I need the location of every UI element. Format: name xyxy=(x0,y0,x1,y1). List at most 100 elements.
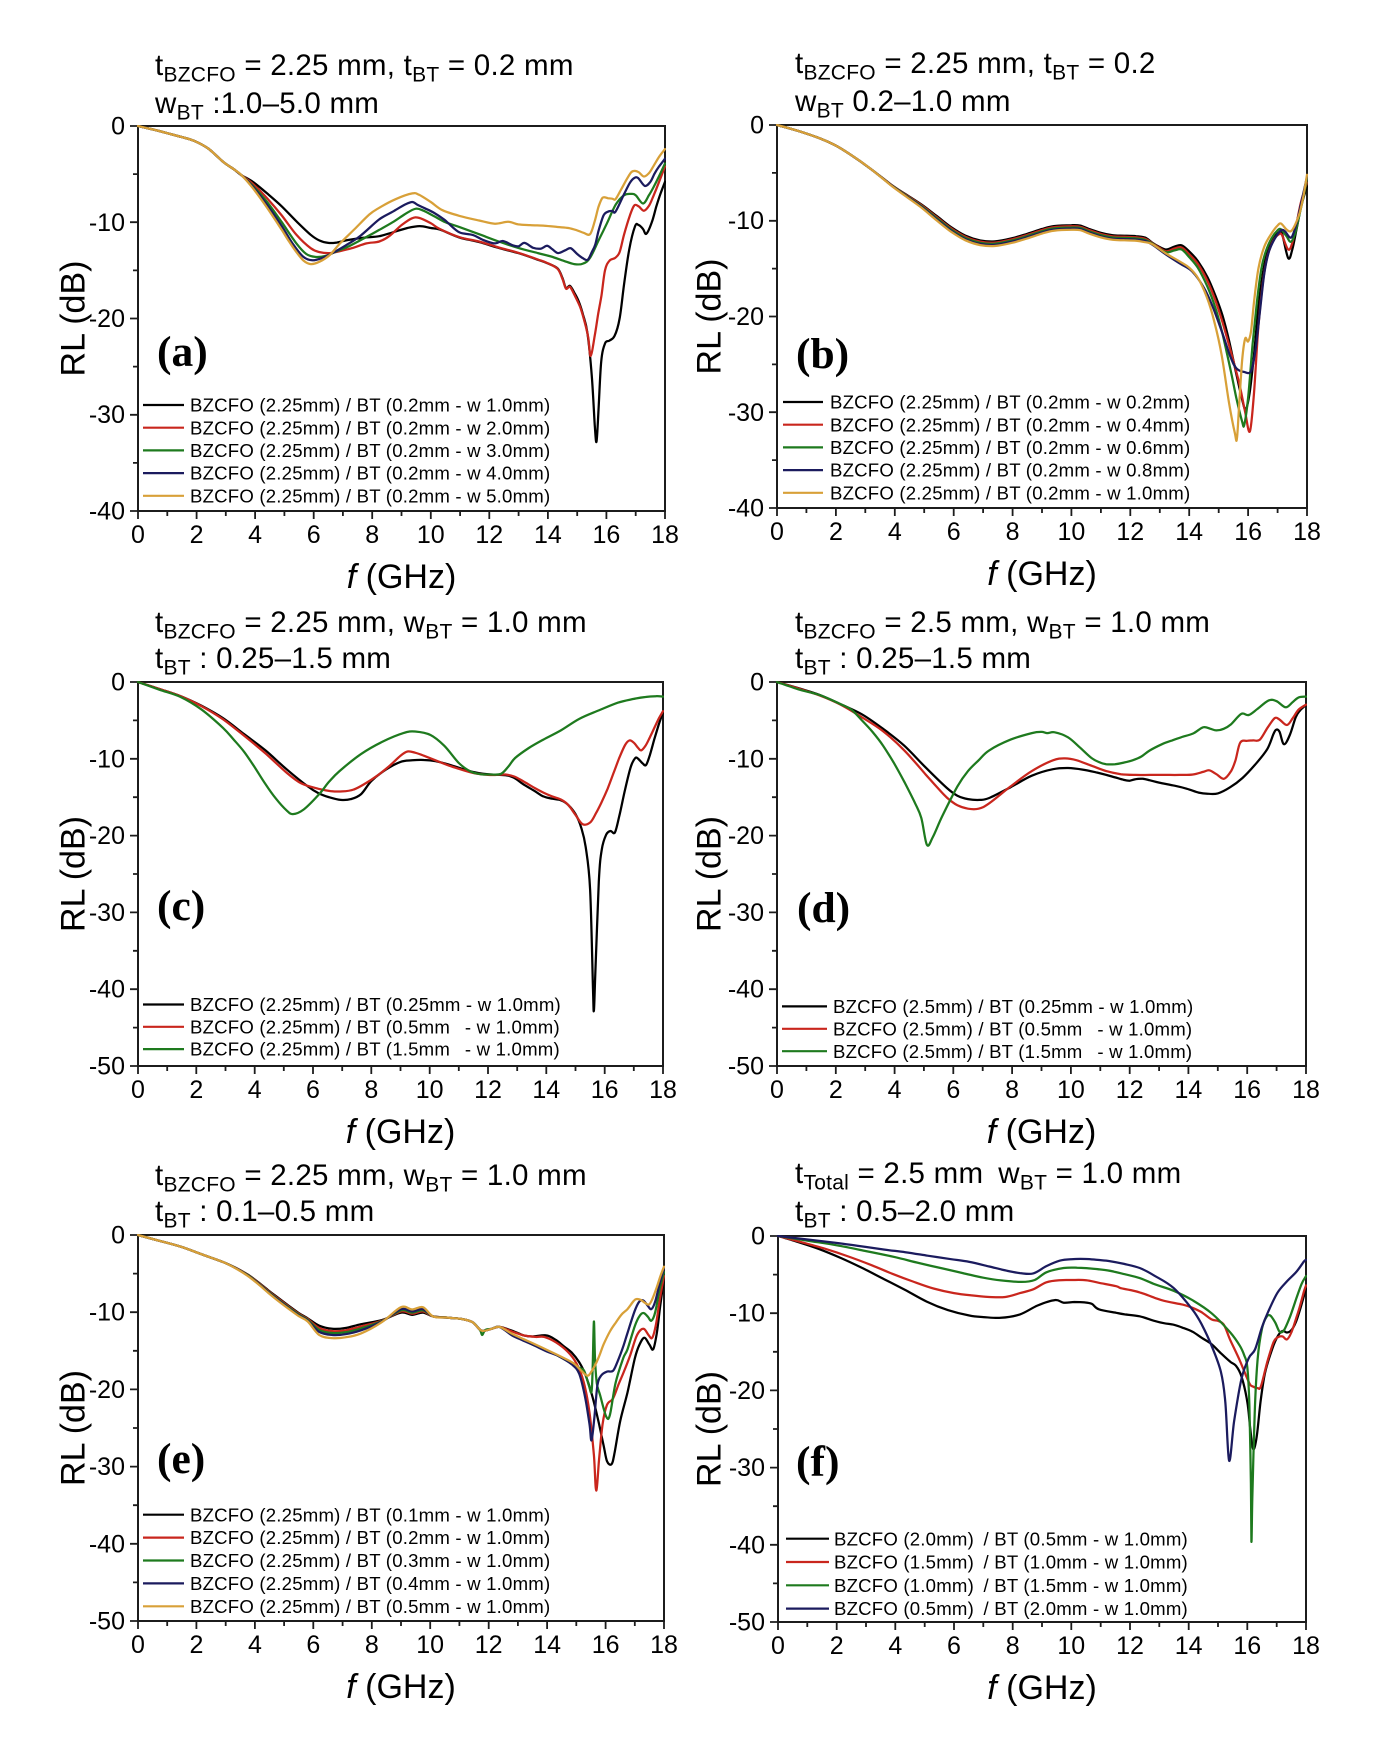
svg-text:-20: -20 xyxy=(728,822,764,850)
svg-text:-40: -40 xyxy=(729,1531,765,1559)
svg-text:-10: -10 xyxy=(728,207,764,235)
svg-text:BZCFO (2.25mm) / BT (0.2mm - w: BZCFO (2.25mm) / BT (0.2mm - w 1.0mm) xyxy=(190,395,550,416)
svg-text:0: 0 xyxy=(750,112,764,140)
svg-text:(b): (b) xyxy=(796,330,849,378)
svg-text:RL (dB): RL (dB) xyxy=(55,261,93,377)
svg-text:18: 18 xyxy=(649,1076,677,1104)
svg-text:BZCFO (2.25mm) / BT (0.2mm - w: BZCFO (2.25mm) / BT (0.2mm - w 3.0mm) xyxy=(190,440,550,461)
svg-text:14: 14 xyxy=(534,521,562,549)
svg-text:18: 18 xyxy=(1292,1076,1320,1104)
svg-text:2: 2 xyxy=(830,1632,844,1660)
svg-text:0: 0 xyxy=(131,1631,145,1659)
svg-text:4: 4 xyxy=(248,521,262,549)
svg-text:BZCFO (1.5mm) / BT (1.0mm - w: BZCFO (1.5mm) / BT (1.0mm - w 1.0mm) xyxy=(834,1552,1188,1573)
svg-text:-40: -40 xyxy=(728,976,764,1004)
svg-text:12: 12 xyxy=(475,521,503,549)
svg-text:14: 14 xyxy=(532,1076,560,1104)
svg-text:tBT : 0.5–2.0 mm: tBT : 0.5–2.0 mm xyxy=(795,1195,1014,1233)
svg-text:BZCFO (2.0mm) / BT (0.5mm - w: BZCFO (2.0mm) / BT (0.5mm - w 1.0mm) xyxy=(834,1528,1188,1549)
svg-text:f (GHz): f (GHz) xyxy=(987,555,1097,593)
svg-text:tBT : 0.25–1.5 mm: tBT : 0.25–1.5 mm xyxy=(795,642,1031,680)
svg-text:(f): (f) xyxy=(796,1438,839,1486)
svg-text:f (GHz): f (GHz) xyxy=(987,1669,1097,1707)
svg-text:-50: -50 xyxy=(89,1053,125,1081)
svg-text:2: 2 xyxy=(189,1076,203,1104)
svg-text:-10: -10 xyxy=(729,1300,765,1328)
svg-text:18: 18 xyxy=(1293,518,1321,546)
svg-text:0: 0 xyxy=(111,113,125,141)
svg-text:0: 0 xyxy=(770,1076,784,1104)
svg-text:tTotal = 2.5 mm wBT = 1.0 mm: tTotal = 2.5 mm wBT = 1.0 mm xyxy=(795,1157,1181,1195)
svg-text:-40: -40 xyxy=(89,976,125,1004)
svg-text:14: 14 xyxy=(1174,1076,1202,1104)
svg-text:BZCFO (2.25mm) / BT (0.2mm - w: BZCFO (2.25mm) / BT (0.2mm - w 0.2mm) xyxy=(830,392,1190,413)
svg-text:-40: -40 xyxy=(89,498,125,526)
svg-text:BZCFO (2.25mm) / BT (0.5mm -: BZCFO (2.25mm) / BT (0.5mm - w 1.0mm) xyxy=(190,1016,560,1037)
svg-text:18: 18 xyxy=(651,521,679,549)
svg-text:RL (dB): RL (dB) xyxy=(691,1371,729,1487)
svg-text:f (GHz): f (GHz) xyxy=(346,1668,456,1706)
svg-text:12: 12 xyxy=(1116,1632,1144,1660)
svg-text:10: 10 xyxy=(1057,518,1085,546)
svg-text:-10: -10 xyxy=(89,1299,125,1327)
svg-text:4: 4 xyxy=(888,518,902,546)
svg-text:RL (dB): RL (dB) xyxy=(691,816,729,932)
svg-text:12: 12 xyxy=(1116,1076,1144,1104)
svg-text:14: 14 xyxy=(533,1631,561,1659)
svg-text:10: 10 xyxy=(416,1076,444,1104)
svg-text:tBZCFO = 2.25 mm, tBT = 0.2: tBZCFO = 2.25 mm, tBT = 0.2 xyxy=(795,47,1156,85)
svg-text:tBZCFO = 2.5 mm, wBT = 1.0 mm: tBZCFO = 2.5 mm, wBT = 1.0 mm xyxy=(795,606,1210,644)
svg-text:8: 8 xyxy=(1006,518,1020,546)
svg-text:4: 4 xyxy=(248,1631,262,1659)
svg-text:-20: -20 xyxy=(728,303,764,331)
svg-text:BZCFO (2.25mm) / BT (0.2mm - w: BZCFO (2.25mm) / BT (0.2mm - w 0.4mm) xyxy=(830,414,1190,435)
svg-text:10: 10 xyxy=(1057,1632,1085,1660)
svg-text:(d): (d) xyxy=(797,884,850,932)
svg-text:(c): (c) xyxy=(157,882,205,930)
svg-text:2: 2 xyxy=(829,1076,843,1104)
svg-text:-20: -20 xyxy=(729,1377,765,1405)
svg-text:BZCFO (2.25mm) / BT (1.5mm -: BZCFO (2.25mm) / BT (1.5mm - w 1.0mm) xyxy=(190,1039,560,1060)
svg-text:RL (dB): RL (dB) xyxy=(55,1370,93,1486)
svg-text:10: 10 xyxy=(1057,1076,1085,1104)
svg-text:BZCFO (2.25mm) / BT (0.1mm - w: BZCFO (2.25mm) / BT (0.1mm - w 1.0mm) xyxy=(190,1504,550,1525)
svg-text:-10: -10 xyxy=(728,745,764,773)
svg-text:wBT :1.0–5.0 mm: wBT :1.0–5.0 mm xyxy=(154,87,379,125)
svg-text:BZCFO (2.5mm) / BT (0.5mm - w: BZCFO (2.5mm) / BT (0.5mm - w 1.0mm) xyxy=(833,1018,1192,1039)
svg-text:12: 12 xyxy=(1116,518,1144,546)
svg-text:6: 6 xyxy=(307,521,321,549)
svg-text:BZCFO (2.5mm) / BT (1.5mm - w: BZCFO (2.5mm) / BT (1.5mm - w 1.0mm) xyxy=(833,1041,1192,1062)
svg-text:14: 14 xyxy=(1175,1632,1203,1660)
svg-text:-50: -50 xyxy=(729,1609,765,1637)
svg-text:0: 0 xyxy=(111,669,125,697)
svg-text:2: 2 xyxy=(829,518,843,546)
svg-text:BZCFO (2.25mm) / BT (0.25mm -: BZCFO (2.25mm) / BT (0.25mm - w 1.0mm) xyxy=(190,994,561,1015)
svg-text:4: 4 xyxy=(888,1632,902,1660)
svg-text:16: 16 xyxy=(1233,1632,1261,1660)
svg-text:0: 0 xyxy=(750,669,764,697)
svg-text:-30: -30 xyxy=(728,399,764,427)
svg-text:(a): (a) xyxy=(157,328,208,376)
svg-text:BZCFO (2.25mm) / BT (0.2mm - w: BZCFO (2.25mm) / BT (0.2mm - w 0.6mm) xyxy=(830,437,1190,458)
svg-text:(e): (e) xyxy=(157,1435,205,1483)
svg-text:4: 4 xyxy=(888,1076,902,1104)
svg-text:tBZCFO = 2.25 mm, wBT = 1.0 mm: tBZCFO = 2.25 mm, wBT = 1.0 mm xyxy=(155,606,587,644)
svg-text:18: 18 xyxy=(650,1631,678,1659)
svg-text:16: 16 xyxy=(1234,518,1262,546)
svg-text:6: 6 xyxy=(947,518,961,546)
svg-text:BZCFO (0.5mm) / BT (2.0mm - w: BZCFO (0.5mm) / BT (2.0mm - w 1.0mm) xyxy=(834,1598,1188,1619)
svg-text:8: 8 xyxy=(365,521,379,549)
svg-text:BZCFO (2.25mm) / BT (0.2mm - w: BZCFO (2.25mm) / BT (0.2mm - w 1.0mm) xyxy=(830,482,1190,503)
svg-text:16: 16 xyxy=(592,1631,620,1659)
svg-text:-20: -20 xyxy=(89,1376,125,1404)
svg-text:-50: -50 xyxy=(728,1053,764,1081)
svg-text:f (GHz): f (GHz) xyxy=(347,558,457,596)
svg-text:RL (dB): RL (dB) xyxy=(691,259,729,375)
svg-text:BZCFO (2.5mm) / BT (0.25mm - w: BZCFO (2.5mm) / BT (0.25mm - w 1.0mm) xyxy=(833,996,1193,1017)
svg-text:-20: -20 xyxy=(89,305,125,333)
svg-text:BZCFO (2.25mm) / BT (0.3mm - w: BZCFO (2.25mm) / BT (0.3mm - w 1.0mm) xyxy=(190,1550,550,1571)
svg-text:8: 8 xyxy=(365,1631,379,1659)
svg-text:-10: -10 xyxy=(89,209,125,237)
svg-text:BZCFO (2.25mm) / BT (0.4mm - w: BZCFO (2.25mm) / BT (0.4mm - w 1.0mm) xyxy=(190,1573,550,1594)
svg-text:0: 0 xyxy=(770,518,784,546)
